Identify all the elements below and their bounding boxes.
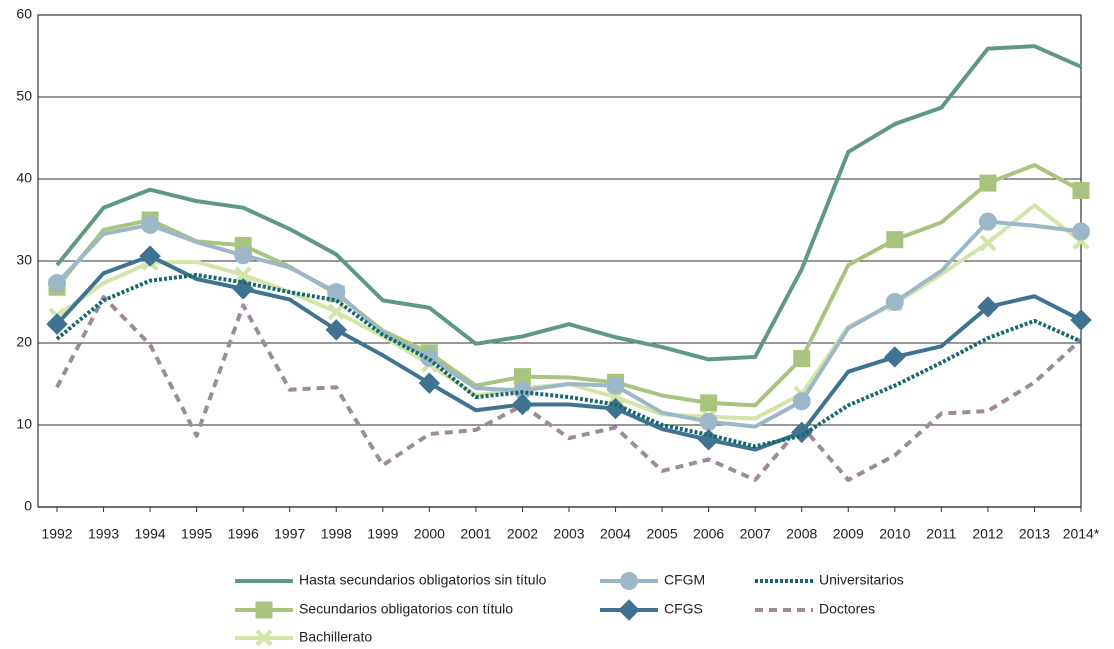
y-tick-label: 50 bbox=[16, 88, 32, 104]
y-tick-label: 10 bbox=[16, 416, 32, 432]
series-line bbox=[55, 272, 1082, 449]
marker bbox=[793, 350, 811, 368]
x-tick-label: 2014* bbox=[1063, 526, 1100, 542]
marker bbox=[141, 215, 160, 234]
series-line bbox=[55, 295, 1083, 482]
x-tick-label: 2000 bbox=[414, 526, 445, 542]
series-line bbox=[55, 254, 1082, 452]
y-tick-label: 0 bbox=[24, 498, 32, 514]
legend-item: Bachillerato bbox=[235, 629, 372, 647]
legend-item: Universitarios bbox=[755, 572, 904, 588]
marker bbox=[46, 313, 68, 335]
x-tick-label: 1994 bbox=[135, 526, 166, 542]
marker bbox=[327, 303, 345, 321]
marker bbox=[234, 246, 253, 265]
x-tick-label: 2009 bbox=[833, 526, 864, 542]
marker bbox=[255, 601, 273, 619]
marker bbox=[325, 319, 347, 341]
marker bbox=[979, 234, 997, 252]
x-tick-label: 1997 bbox=[274, 526, 305, 542]
marker bbox=[977, 296, 999, 318]
legend-item: Doctores bbox=[755, 601, 875, 617]
x-tick-label: 2007 bbox=[740, 526, 771, 542]
x-tick-label: 1992 bbox=[41, 526, 72, 542]
y-tick-label: 20 bbox=[16, 334, 32, 350]
x-tick-label: 2001 bbox=[460, 526, 491, 542]
x-tick-label: 2006 bbox=[693, 526, 724, 542]
series-line bbox=[55, 44, 1082, 362]
x-tick-label: 1993 bbox=[88, 526, 119, 542]
x-tick-label: 2011 bbox=[926, 526, 956, 542]
marker bbox=[255, 629, 273, 647]
x-tick-label: 2005 bbox=[647, 526, 678, 542]
x-tick-label: 1995 bbox=[181, 526, 212, 542]
legend-item: Secundarios obligatorios con título bbox=[235, 601, 513, 619]
marker bbox=[1072, 181, 1090, 199]
x-tick-label: 1996 bbox=[228, 526, 259, 542]
marker bbox=[234, 266, 252, 284]
x-tick-label: 1998 bbox=[321, 526, 352, 542]
legend-label: Secundarios obligatorios con título bbox=[299, 601, 513, 617]
legend-item: Hasta secundarios obligatorios sin títul… bbox=[235, 572, 547, 588]
marker bbox=[886, 231, 904, 249]
marker bbox=[618, 599, 640, 621]
x-tick-label: 2004 bbox=[600, 526, 631, 542]
marker bbox=[606, 376, 625, 395]
legend-label: Universitarios bbox=[819, 572, 904, 588]
marker bbox=[700, 394, 718, 412]
marker bbox=[699, 412, 718, 431]
x-tick-label: 2010 bbox=[879, 526, 910, 542]
series-line bbox=[55, 203, 1083, 421]
marker bbox=[1072, 222, 1090, 241]
y-tick-label: 60 bbox=[16, 6, 32, 22]
marker bbox=[978, 212, 997, 231]
legend-label: Bachillerato bbox=[299, 629, 372, 645]
marker bbox=[791, 421, 813, 444]
marker bbox=[48, 274, 66, 293]
marker bbox=[139, 245, 161, 267]
legend-label: CFGM bbox=[664, 572, 705, 588]
legend-label: Hasta secundarios obligatorios sin títul… bbox=[299, 572, 547, 588]
marker bbox=[884, 346, 906, 368]
marker bbox=[418, 372, 441, 394]
x-tick-label: 2002 bbox=[507, 526, 538, 542]
x-tick-label: 1999 bbox=[367, 526, 398, 542]
marker bbox=[511, 393, 534, 416]
legend-item: CFGM bbox=[600, 572, 705, 590]
marker bbox=[979, 174, 997, 192]
marker bbox=[792, 392, 811, 411]
x-tick-label: 2008 bbox=[786, 526, 817, 542]
x-tick-label: 2012 bbox=[972, 526, 1003, 542]
marker bbox=[327, 283, 346, 302]
marker bbox=[885, 293, 904, 311]
y-tick-label: 30 bbox=[16, 252, 32, 268]
series-line bbox=[55, 219, 1082, 429]
x-tick-label: 2003 bbox=[553, 526, 584, 542]
marker bbox=[620, 572, 638, 590]
marker bbox=[1070, 309, 1092, 331]
legend-label: Doctores bbox=[819, 601, 875, 617]
y-tick-label: 40 bbox=[16, 170, 32, 186]
legend-label: CFGS bbox=[664, 601, 703, 617]
x-tick-label: 2013 bbox=[1019, 526, 1050, 542]
series-line bbox=[55, 163, 1082, 408]
legend-item: CFGS bbox=[600, 599, 703, 621]
